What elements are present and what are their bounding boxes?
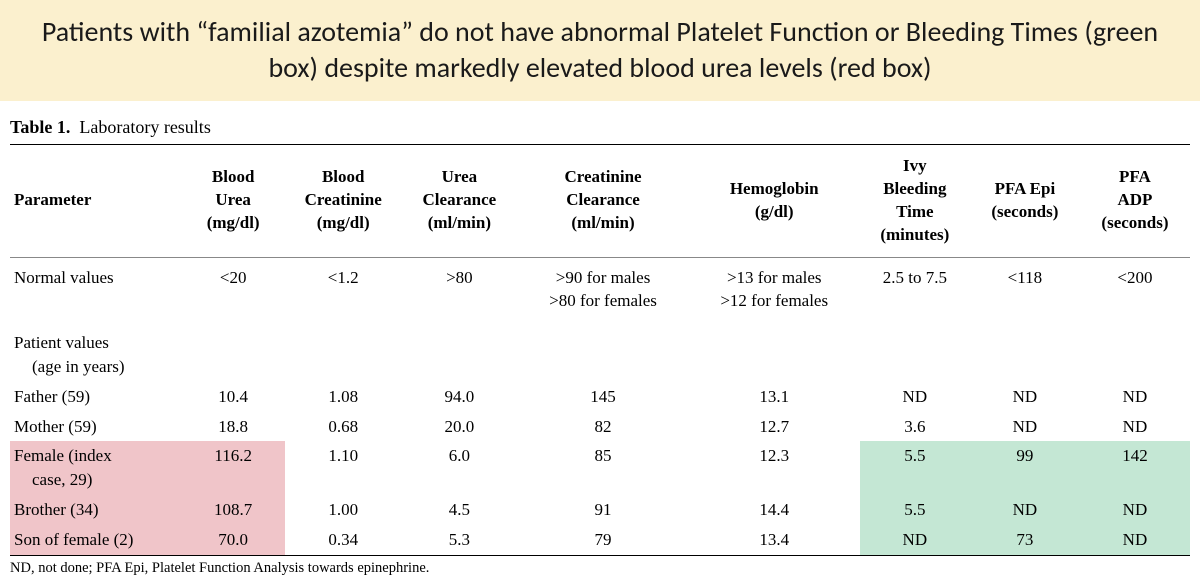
row-label: Father (59) [10,382,181,412]
row-label: Female (indexcase, 29) [10,441,181,495]
table-row: Son of female (2)70.00.345.37913.4ND73ND [10,525,1190,555]
row-label: Mother (59) [10,412,181,442]
column-header-ivy: IvyBleedingTime(minutes) [860,145,970,257]
table-caption: Table 1. Laboratory results [10,111,1190,145]
table-row: Mother (59)18.80.6820.08212.73.6NDND [10,412,1190,442]
row-label: Brother (34) [10,495,181,525]
column-header-cc: CreatinineClearance(ml/min) [517,145,688,257]
banner-heading: Patients with “familial azotemia” do not… [0,0,1200,101]
table-caption-number: Table 1. [10,117,70,137]
row-label: Son of female (2) [10,525,181,555]
table-row: Father (59)10.41.0894.014513.1NDNDND [10,382,1190,412]
table-row: Patient values(age in years) [10,321,1190,382]
section-heading: Patient values(age in years) [10,321,181,382]
lab-results-table: ParameterBloodUrea(mg/dl)BloodCreatinine… [10,145,1190,555]
column-header-epi: PFA Epi(seconds) [970,145,1080,257]
column-header-bc: BloodCreatinine(mg/dl) [285,145,401,257]
column-header-hb: Hemoglobin(g/dl) [689,145,860,257]
table-header-row: ParameterBloodUrea(mg/dl)BloodCreatinine… [10,145,1190,257]
table-caption-title: Laboratory results [79,117,210,137]
column-header-param: Parameter [10,145,181,257]
column-header-uc: UreaClearance(ml/min) [401,145,517,257]
table-row: Female (indexcase, 29)116.21.106.08512.3… [10,441,1190,495]
column-header-bu: BloodUrea(mg/dl) [181,145,285,257]
row-label: Normal values [10,257,181,321]
table-row: Brother (34)108.71.004.59114.45.5NDND [10,495,1190,525]
table-wrapper: Table 1. Laboratory results ParameterBlo… [0,111,1200,587]
column-header-adp: PFAADP(seconds) [1080,145,1190,257]
table-row: Normal values<20<1.2>80>90 for males>80 … [10,257,1190,321]
